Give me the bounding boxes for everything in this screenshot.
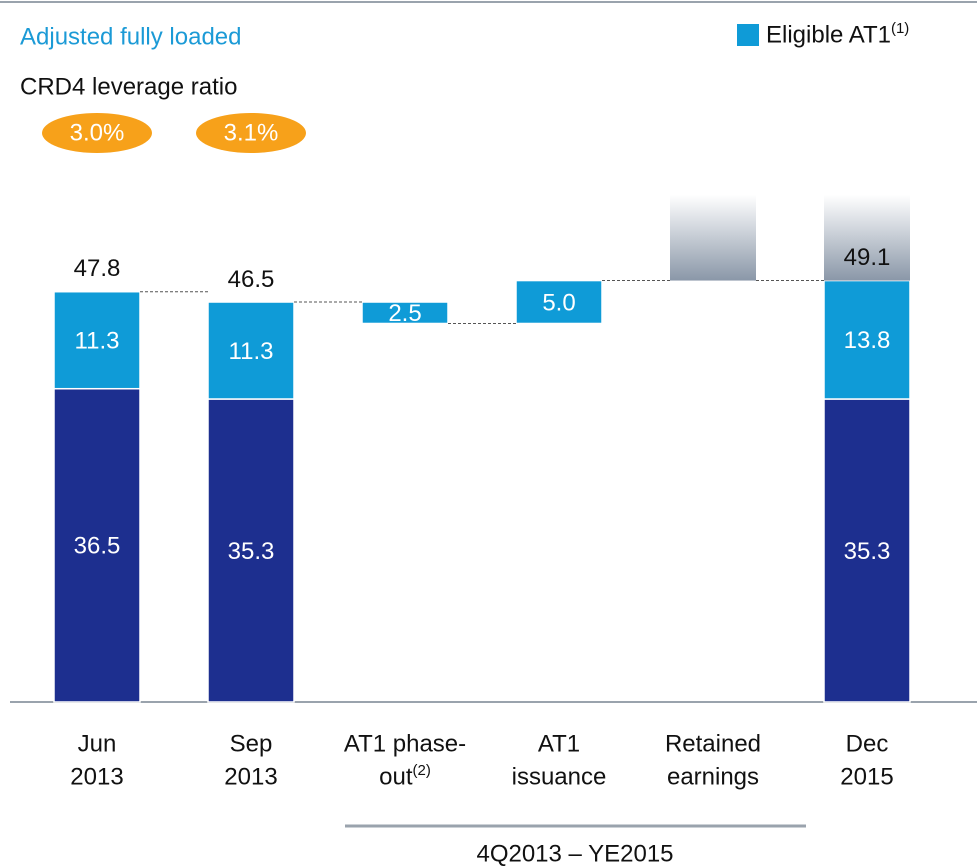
bar <box>53 290 141 390</box>
chart-subtitle: CRD4 leverage ratio <box>20 73 237 100</box>
bar <box>823 398 911 703</box>
projection-bar <box>670 194 756 281</box>
x-tick-label: issuance <box>512 763 607 790</box>
ratio-label: 3.1% <box>224 119 279 146</box>
x-tick-label: 2015 <box>840 763 893 790</box>
total-label: 49.1 <box>844 244 891 271</box>
value-label: 11.3 <box>75 328 120 355</box>
value-label: 35.3 <box>228 538 275 565</box>
value-label: 36.5 <box>74 533 121 560</box>
bar <box>207 301 295 400</box>
legend-swatch <box>737 24 759 46</box>
x-tick-label: earnings <box>667 763 759 790</box>
chart-title: Adjusted fully loaded <box>20 23 241 50</box>
x-tick-note: (2) <box>413 762 431 779</box>
ratio-label: 3.0% <box>70 119 125 146</box>
ratio-bubble <box>42 113 152 153</box>
bar <box>823 279 911 400</box>
x-tick-label: Sep <box>230 730 273 757</box>
x-tick-label: 2013 <box>224 763 277 790</box>
bar <box>515 279 603 325</box>
x-tick-label: 2013 <box>70 763 123 790</box>
x-tick-label: AT1 phase- <box>344 730 466 757</box>
bar <box>207 398 295 703</box>
period-label: 4Q2013 – YE2015 <box>476 840 673 867</box>
projection-bar <box>824 194 910 281</box>
legend-label: Eligible AT1(1) <box>766 20 909 48</box>
value-label: 2.5 <box>388 300 421 327</box>
x-tick-label: Jun <box>78 730 117 757</box>
value-label: 35.3 <box>844 538 891 565</box>
value-label: 5.0 <box>542 289 575 316</box>
value-label: 13.8 <box>844 327 891 354</box>
x-tick-label: AT1 <box>538 730 580 757</box>
x-tick-label: Retained <box>665 730 761 757</box>
ratio-bubble <box>196 113 306 153</box>
legend-note: (1) <box>891 20 909 37</box>
value-label: 11.3 <box>229 338 274 365</box>
x-tick-label: Dec <box>846 730 889 757</box>
x-tick-label: out(2) <box>379 762 431 790</box>
bar <box>361 301 449 325</box>
total-label: 47.8 <box>74 255 121 282</box>
total-label: 46.5 <box>228 266 275 293</box>
